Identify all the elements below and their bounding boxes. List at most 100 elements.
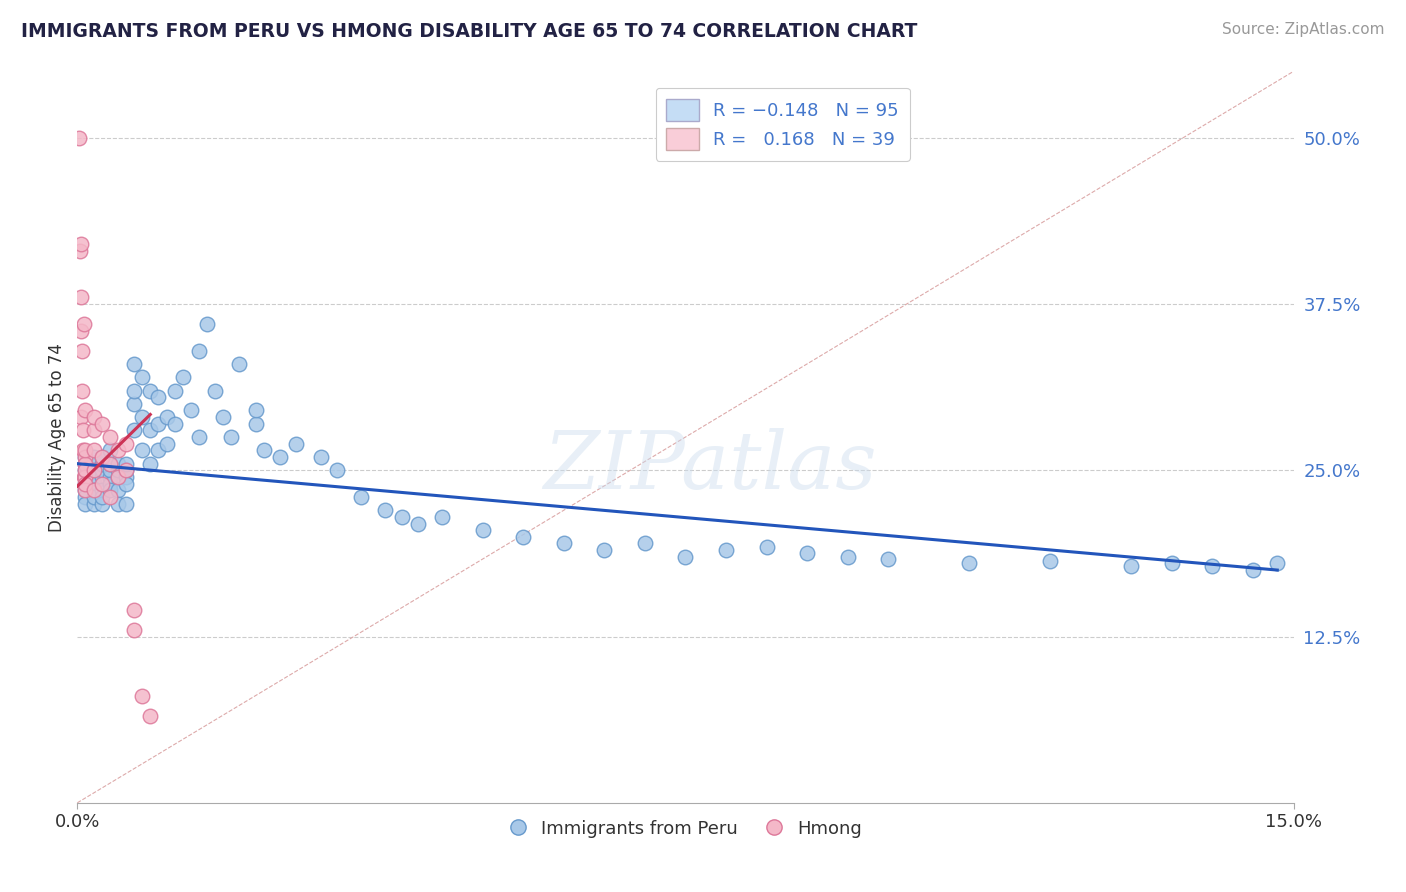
Point (180, 403, 202, 417)
Point (148, 443, 170, 458)
Point (83, 483, 105, 498)
Point (406, 516, 429, 531)
Point (107, 457, 129, 471)
Point (115, 470, 138, 484)
Point (75, 457, 97, 471)
Point (1241, 563, 1264, 577)
Point (163, 384, 186, 398)
Point (107, 443, 129, 458)
Point (1121, 559, 1143, 574)
Point (755, 541, 778, 555)
Point (163, 417, 186, 431)
Point (73, 470, 96, 484)
Point (90, 476, 112, 491)
Point (139, 457, 162, 471)
Point (148, 417, 170, 431)
Point (131, 690, 153, 704)
Point (75, 470, 97, 484)
Point (1161, 557, 1184, 571)
Point (131, 443, 153, 458)
Point (285, 436, 308, 450)
Point (75, 476, 97, 491)
Point (75, 463, 97, 477)
Point (155, 410, 177, 425)
Text: Source: ZipAtlas.com: Source: ZipAtlas.com (1222, 22, 1385, 37)
Point (75, 476, 97, 491)
Point (70, 410, 93, 425)
Point (83, 424, 105, 438)
Point (253, 443, 276, 458)
Point (90, 483, 112, 498)
Point (75, 490, 97, 504)
Point (188, 343, 211, 358)
Point (553, 536, 575, 550)
Point (221, 430, 243, 444)
Point (98, 470, 121, 484)
Point (83, 483, 105, 498)
Point (245, 417, 267, 431)
Point (98, 430, 121, 444)
Point (139, 424, 162, 438)
Point (122, 397, 145, 411)
Point (83, 476, 105, 491)
Point (115, 463, 138, 477)
Point (107, 470, 129, 484)
Point (73, 317, 96, 331)
Point (122, 623, 145, 637)
Point (107, 497, 129, 511)
Point (269, 450, 291, 464)
Point (83, 457, 105, 471)
Point (131, 370, 153, 384)
Point (148, 390, 170, 404)
Point (83, 497, 105, 511)
Point (72, 443, 94, 458)
Point (155, 436, 177, 450)
Point (391, 509, 413, 524)
Y-axis label: Disability Age 65 to 74: Disability Age 65 to 74 (48, 343, 66, 532)
Point (98, 457, 121, 471)
Point (98, 463, 121, 477)
Point (837, 549, 859, 564)
Point (309, 450, 332, 464)
Point (83, 470, 105, 484)
Point (107, 463, 129, 477)
Point (430, 509, 453, 524)
Point (90, 450, 112, 464)
Point (245, 403, 267, 417)
Point (107, 470, 129, 484)
Point (172, 370, 194, 384)
Point (122, 357, 145, 371)
Point (73, 403, 96, 417)
Point (75, 463, 97, 477)
Point (83, 490, 105, 504)
Point (90, 490, 112, 504)
Point (98, 476, 121, 491)
Point (90, 457, 112, 471)
Point (75, 457, 97, 471)
Point (139, 709, 162, 723)
Point (83, 410, 105, 425)
Point (90, 463, 112, 477)
Point (75, 450, 97, 464)
Point (1265, 557, 1288, 571)
Point (1039, 554, 1062, 568)
Point (75, 483, 97, 498)
Point (714, 543, 737, 558)
Point (374, 503, 396, 517)
Point (69, 290, 91, 304)
Point (350, 490, 373, 504)
Point (122, 603, 145, 617)
Point (98, 443, 121, 458)
Point (228, 357, 250, 371)
Point (593, 543, 616, 558)
Legend: Immigrants from Peru, Hmong: Immigrants from Peru, Hmong (502, 813, 869, 845)
Point (471, 523, 494, 537)
Point (83, 443, 105, 458)
Point (98, 457, 121, 471)
Point (70, 324, 93, 338)
Point (83, 463, 105, 477)
Point (70, 237, 93, 252)
Point (212, 410, 235, 425)
Point (67, 131, 90, 145)
Point (957, 557, 980, 571)
